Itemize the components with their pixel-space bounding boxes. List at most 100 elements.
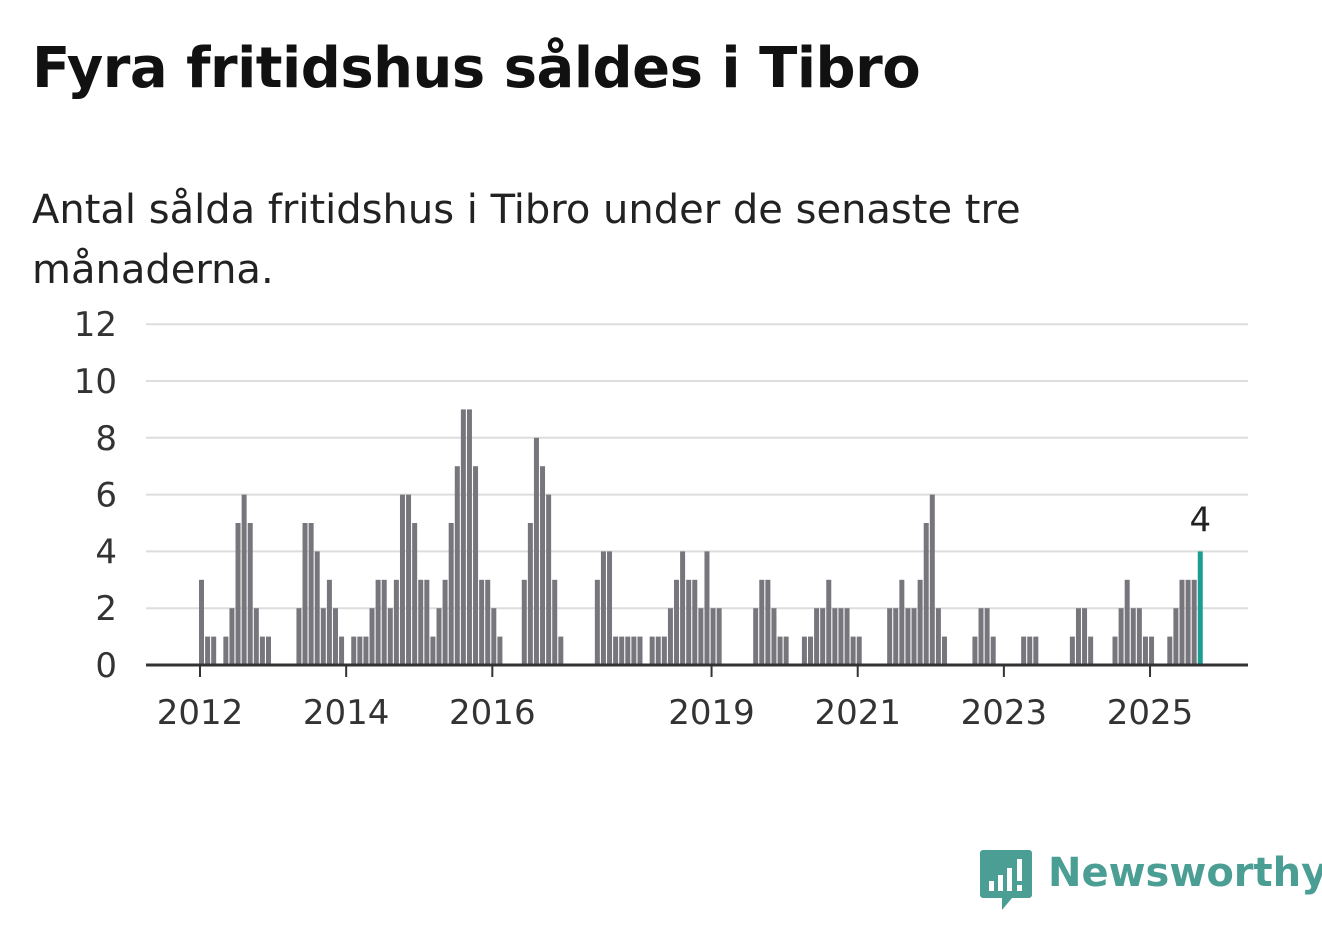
bar	[339, 636, 345, 665]
bar	[357, 636, 363, 665]
bar	[247, 523, 253, 665]
bar	[558, 636, 564, 665]
bar-chart: 0 2 4 6 8 10 12 2012 2014 2016 2019 2021 2023 2025 4	[74, 305, 1248, 733]
bar	[923, 523, 929, 665]
bar	[1075, 608, 1081, 665]
bar	[375, 579, 381, 665]
bar	[265, 636, 271, 665]
x-tick-label: 2019	[668, 693, 755, 733]
bar	[661, 636, 667, 665]
bar	[205, 636, 211, 665]
bar	[674, 579, 680, 665]
bar	[1149, 636, 1155, 665]
bar	[1173, 608, 1179, 665]
bar	[783, 636, 789, 665]
bar	[655, 636, 661, 665]
bar	[716, 608, 722, 665]
x-tick-label: 2025	[1107, 693, 1194, 733]
bar	[424, 579, 430, 665]
bar	[241, 494, 247, 665]
bar	[832, 608, 838, 665]
bar	[777, 636, 783, 665]
bar	[436, 608, 442, 665]
bar	[856, 636, 862, 665]
bar	[229, 608, 235, 665]
bar	[820, 608, 826, 665]
bar	[1179, 579, 1185, 665]
bar	[1118, 608, 1124, 665]
bar	[199, 579, 204, 665]
bar	[1033, 636, 1039, 665]
bar	[473, 466, 479, 665]
bar	[387, 608, 393, 665]
bar	[686, 579, 692, 665]
chart-title: Fyra fritidshus såldes i Tibro	[32, 36, 921, 101]
bar	[850, 636, 856, 665]
bar	[600, 551, 606, 665]
bar	[381, 579, 387, 665]
bar	[211, 636, 217, 665]
bar	[399, 494, 405, 665]
bar	[935, 608, 941, 665]
bar	[491, 608, 497, 665]
bar	[363, 636, 369, 665]
bar	[619, 636, 625, 665]
bar	[893, 608, 899, 665]
bar	[801, 636, 807, 665]
y-tick-label: 10	[74, 362, 117, 402]
bar	[1142, 636, 1148, 665]
bar	[253, 608, 259, 665]
bar	[351, 636, 357, 665]
bar	[460, 409, 466, 665]
bar	[406, 494, 412, 665]
bar	[759, 579, 765, 665]
y-tick-label: 6	[95, 476, 117, 516]
bar	[1130, 608, 1136, 665]
bar	[296, 608, 302, 665]
bar	[667, 608, 673, 665]
bar	[637, 636, 643, 665]
bar	[430, 636, 436, 665]
bar	[1191, 579, 1197, 665]
bar	[332, 608, 338, 665]
bar	[320, 608, 326, 665]
bar	[826, 579, 832, 665]
bar-highlight	[1197, 551, 1203, 665]
bar	[1136, 608, 1142, 665]
bar	[314, 551, 320, 665]
bar	[552, 579, 558, 665]
bar-chart-speech-bubble-icon	[980, 850, 1032, 910]
newsworthy-logo: Newsworthy	[980, 848, 1322, 912]
y-tick-label: 8	[95, 419, 117, 459]
bar	[607, 551, 613, 665]
bar	[1027, 636, 1033, 665]
bar	[1088, 636, 1094, 665]
bar	[540, 466, 546, 665]
bar	[223, 636, 229, 665]
bar	[393, 579, 399, 665]
bar	[479, 579, 485, 665]
bar	[302, 523, 308, 665]
bar	[814, 608, 820, 665]
bar	[929, 494, 935, 665]
bar	[442, 579, 448, 665]
bar	[1082, 608, 1088, 665]
bar	[485, 579, 491, 665]
bar	[308, 523, 314, 665]
bar	[454, 466, 460, 665]
bar	[631, 636, 637, 665]
bar	[466, 409, 472, 665]
bar	[546, 494, 552, 665]
bar	[905, 608, 911, 665]
bar	[680, 551, 686, 665]
bar	[1112, 636, 1118, 665]
bar	[533, 437, 539, 665]
bar	[710, 608, 716, 665]
bar	[990, 636, 996, 665]
bar	[625, 636, 631, 665]
bar	[765, 579, 771, 665]
bar	[1167, 636, 1173, 665]
bar	[326, 579, 332, 665]
y-tick-label: 12	[74, 305, 117, 345]
bar	[887, 608, 893, 665]
